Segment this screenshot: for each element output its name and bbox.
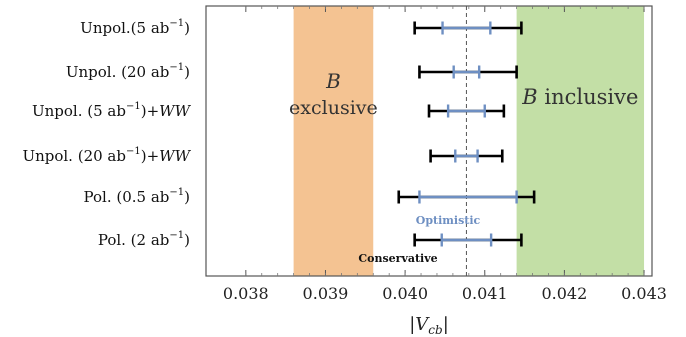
band-exclusive-label-top: B [325,69,341,93]
band-exclusive-label-bottom: exclusive [289,97,378,119]
x-tick-label: 0.040 [382,284,428,303]
x-tick-label: 0.042 [541,284,587,303]
x-tick-label: 0.041 [462,284,508,303]
band-0 [293,6,374,276]
errorbar-optimistic-0 [441,21,492,35]
x-axis-label: |Vcb| [409,314,449,337]
x-tick-label: 0.038 [223,284,269,303]
band-1 [516,6,645,276]
errorbar-optimistic-2 [446,104,486,118]
errorbar-optimistic-1 [452,65,481,79]
row-label-4: Pol. (0.5 ab−1) [84,187,190,206]
x-tick-label: 0.043 [621,284,667,303]
row-label-3: Unpol. (20 ab−1)+WW [22,146,191,165]
annotation-optimistic: Optimistic [416,214,481,227]
errorbar-optimistic-4 [418,190,518,204]
row-label-1: Unpol. (20 ab−1) [66,62,190,81]
x-tick-label: 0.039 [303,284,349,303]
row-label-2: Unpol. (5 ab−1)+WW [32,101,192,120]
row-label-5: Pol. (2 ab−1) [98,230,190,249]
errorbar-optimistic-3 [454,149,479,163]
band-inclusive-label: B inclusive [521,85,638,109]
row-label-0: Unpol.(5 ab−1) [80,18,190,37]
errorbar-optimistic-5 [440,233,493,247]
plot-frame [205,5,653,277]
annotation-conservative: Conservative [358,252,437,265]
